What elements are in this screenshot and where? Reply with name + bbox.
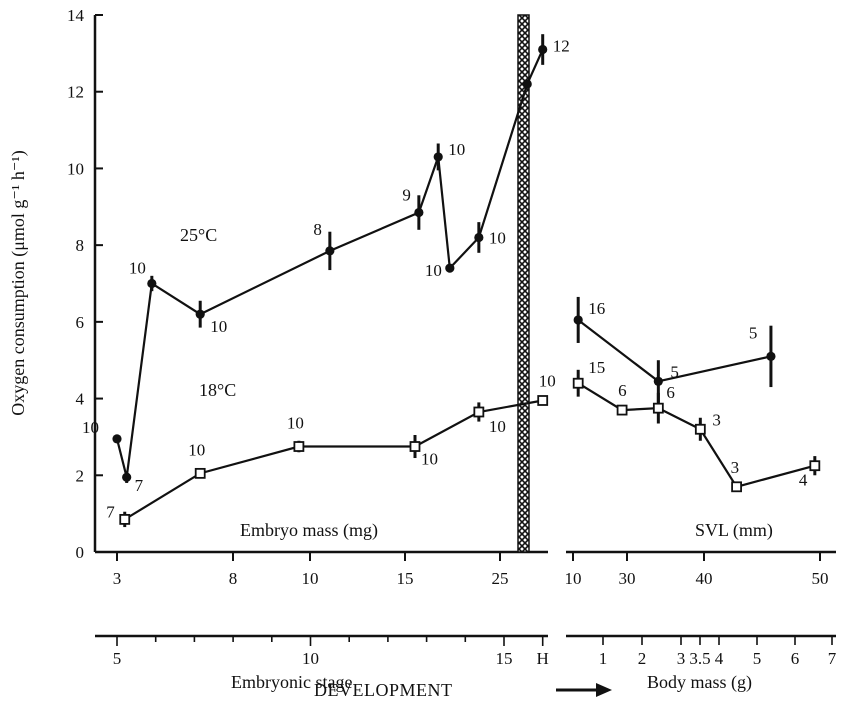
stage-tick-label: 5 xyxy=(113,649,122,668)
svl-tick-label: 50 xyxy=(812,569,829,588)
embryo-mass-tick-label: 8 xyxy=(229,569,238,588)
development-label: DEVELOPMENT xyxy=(314,680,453,700)
sample-size-label: 10 xyxy=(489,228,506,247)
data-point-filled xyxy=(195,309,205,319)
y-tick-label: 10 xyxy=(67,159,84,178)
embryo-mass-tick-label: 10 xyxy=(302,569,319,588)
svl-tick-label: 40 xyxy=(696,569,713,588)
body-mass-tick-label: 4 xyxy=(715,649,724,668)
data-point-open xyxy=(731,481,742,493)
sample-size-label: 7 xyxy=(135,476,144,495)
series-label-25c: 25°C xyxy=(180,225,217,245)
hatching-divider xyxy=(517,14,530,553)
body-mass-tick-label: 2 xyxy=(638,649,647,668)
embryo-18c-series: 7 10 10 10 10 10 xyxy=(106,371,556,528)
embryo-25c-series: 10 7 10 10 8 9 10 10 10 12 xyxy=(82,34,570,495)
embryo-mass-tick-label: 25 xyxy=(492,569,509,588)
embryo-mass-axis-title: Embryo mass (mg) xyxy=(240,520,378,541)
sample-size-label: 3 xyxy=(731,458,740,477)
data-point-filled xyxy=(433,152,443,162)
svl-axis-title: SVL (mm) xyxy=(695,520,773,541)
body-mass-tick-label: 5 xyxy=(753,649,762,668)
sample-size-label: 10 xyxy=(448,140,465,159)
sample-size-label: 10 xyxy=(489,417,506,436)
body-mass-tick-label: 3 xyxy=(677,649,686,668)
data-point-filled xyxy=(414,207,424,218)
data-point-filled xyxy=(573,315,583,325)
data-point-filled xyxy=(112,434,122,444)
y-tick-label: 4 xyxy=(76,390,85,409)
sample-size-label: 4 xyxy=(799,471,808,490)
sample-size-label: 10 xyxy=(129,259,146,278)
body-mass-tick-label: 7 xyxy=(828,649,837,668)
data-point-open xyxy=(293,441,305,452)
embryonic-stage-axis-title: Embryonic stage xyxy=(231,672,352,692)
sample-size-label: 15 xyxy=(588,358,605,377)
sample-size-label: 10 xyxy=(287,414,304,433)
data-point-filled xyxy=(522,79,532,89)
y-axis-title: Oxygen consumption (μmol g⁻¹ h⁻¹) xyxy=(8,150,29,415)
data-point-filled xyxy=(445,263,455,273)
data-point-filled xyxy=(122,472,132,482)
sample-size-label: 7 xyxy=(106,502,115,521)
data-point-open xyxy=(652,402,664,414)
y-tick-label: 0 xyxy=(76,543,85,562)
svl-tick-label: 30 xyxy=(619,569,636,588)
data-point-filled xyxy=(147,278,157,289)
sample-size-label: 16 xyxy=(588,299,605,318)
data-point-filled xyxy=(538,44,548,55)
sample-size-label: 6 xyxy=(666,383,675,402)
data-point-filled xyxy=(766,351,776,361)
svl-tick-label: 10 xyxy=(565,569,582,588)
sample-size-label: 10 xyxy=(539,371,556,390)
sample-size-label: 5 xyxy=(670,362,679,381)
sample-size-label: 10 xyxy=(421,450,438,469)
y-tick-label: 12 xyxy=(67,83,84,102)
data-point-open xyxy=(119,513,131,525)
data-point-open xyxy=(616,404,628,416)
sample-size-label: 12 xyxy=(553,37,570,56)
embryo-mass-tick-label: 3 xyxy=(113,569,122,588)
data-point-open xyxy=(572,377,584,389)
sample-size-label: 3 xyxy=(712,410,721,429)
sample-size-label: 6 xyxy=(618,381,627,400)
body-mass-tick-label: 1 xyxy=(599,649,608,668)
series-label-18c: 18°C xyxy=(199,380,236,400)
y-tick-label: 14 xyxy=(67,6,85,25)
data-point-open xyxy=(694,423,706,435)
juvenile-18c-series: 15 6 6 3 3 4 xyxy=(572,358,821,493)
data-point-filled xyxy=(325,246,335,256)
series-line xyxy=(577,382,816,489)
stage-tick-label: H xyxy=(537,649,549,668)
development-arrow xyxy=(556,683,612,697)
stage-tick-label: 15 xyxy=(496,649,513,668)
data-point-open xyxy=(473,406,485,418)
sample-size-label: 5 xyxy=(749,323,758,342)
y-tick-label: 8 xyxy=(76,236,85,255)
y-tick-label: 2 xyxy=(76,466,85,485)
sample-size-label: 8 xyxy=(313,220,322,239)
data-point-open xyxy=(409,441,421,452)
sample-size-label: 10 xyxy=(188,440,205,459)
data-point-open xyxy=(809,460,821,472)
data-point-open xyxy=(194,467,206,479)
stage-tick-label: 10 xyxy=(302,649,319,668)
data-point-open xyxy=(537,395,549,406)
data-point-filled xyxy=(653,376,663,386)
body-mass-tick-label: 3.5 xyxy=(689,649,710,668)
body-mass-tick-label: 6 xyxy=(791,649,800,668)
data-point-filled xyxy=(474,232,484,243)
body-mass-axis-title: Body mass (g) xyxy=(647,672,752,693)
series-line xyxy=(124,399,543,521)
y-tick-label: 6 xyxy=(76,313,85,332)
sample-size-label: 10 xyxy=(210,317,227,336)
embryo-mass-tick-label: 15 xyxy=(397,569,414,588)
sample-size-label: 9 xyxy=(402,186,411,205)
sample-size-label: 10 xyxy=(425,261,442,280)
sample-size-label: 10 xyxy=(82,418,99,437)
